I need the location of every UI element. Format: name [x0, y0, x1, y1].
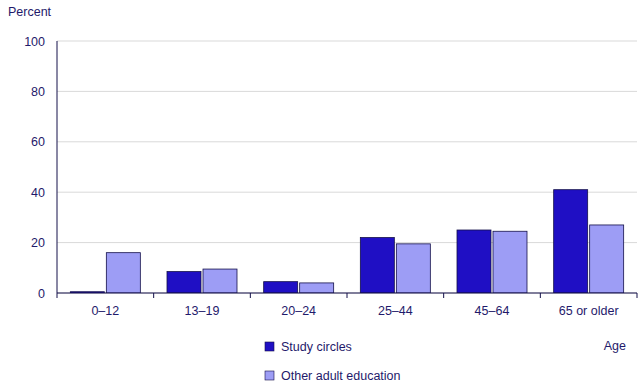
- bar: [106, 253, 140, 293]
- x-tick: [250, 293, 251, 298]
- y-axis: [57, 41, 58, 293]
- grid-line: [57, 91, 637, 92]
- y-axis-label: Percent: [8, 5, 52, 19]
- bar: [457, 230, 491, 293]
- grid-line: [57, 192, 637, 193]
- grid-line: [57, 41, 637, 42]
- x-tick: [347, 293, 348, 298]
- y-tick-label: 20: [31, 236, 45, 250]
- x-tick: [57, 293, 58, 298]
- bar: [554, 190, 588, 293]
- grid-line: [57, 141, 637, 142]
- legend-swatch: [265, 371, 274, 380]
- bar: [360, 238, 394, 293]
- bar: [590, 225, 624, 293]
- bar: [493, 231, 527, 293]
- x-axis-label: Age: [604, 339, 626, 353]
- x-tick-label: 25–44: [378, 304, 413, 318]
- y-tick-label: 0: [38, 287, 45, 301]
- x-tick: [153, 293, 154, 298]
- bars: [70, 190, 623, 293]
- x-tick: [443, 293, 444, 298]
- y-tick-label: 100: [24, 35, 45, 49]
- x-tick: [540, 293, 541, 298]
- x-tick-label: 45–64: [475, 304, 510, 318]
- legend-label: Other adult education: [281, 369, 401, 383]
- chart: 0 20 40 60 80 100 Percent 0–12 13–19 20–24 25–44 45…: [0, 0, 643, 391]
- x-tick-label: 20–24: [281, 304, 316, 318]
- bar: [167, 272, 201, 293]
- bar: [203, 269, 237, 293]
- y-tick-label: 40: [31, 186, 45, 200]
- legend-swatch: [265, 342, 274, 351]
- x-tick-label: 0–12: [91, 304, 119, 318]
- legend-label: Study circles: [281, 340, 352, 354]
- y-tick-label: 60: [31, 135, 45, 149]
- bar: [264, 282, 298, 293]
- bar: [396, 244, 430, 293]
- x-tick-label: 13–19: [185, 304, 220, 318]
- x-tick-label: 65 or older: [559, 304, 619, 318]
- bar: [300, 283, 334, 293]
- y-tick-label: 80: [31, 85, 45, 99]
- x-tick: [637, 293, 638, 298]
- grid-line: [57, 242, 637, 243]
